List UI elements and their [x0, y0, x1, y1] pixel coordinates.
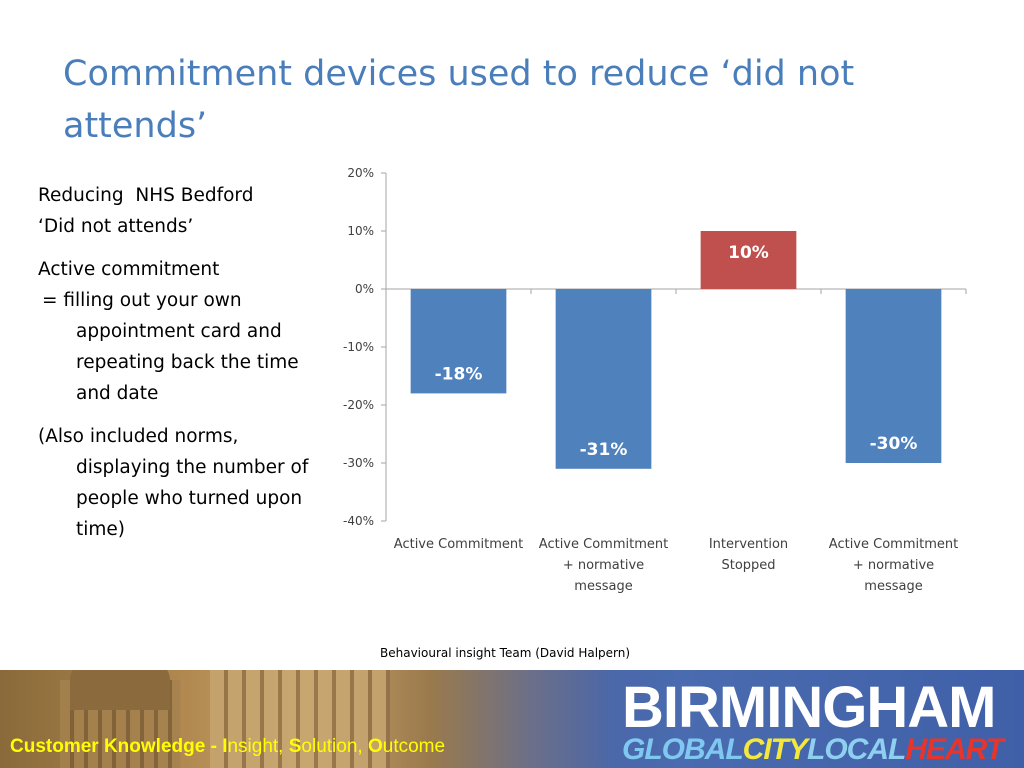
y-tick-label: 10% — [347, 224, 374, 238]
bar — [555, 289, 652, 469]
birmingham-logo: BIRMINGHAM — [622, 675, 996, 740]
data-label: -31% — [580, 440, 628, 460]
data-label: -18% — [435, 364, 483, 384]
body-line-4: = filling out your own appointment card … — [42, 290, 299, 404]
dome-image — [70, 670, 170, 710]
y-tick-label: 0% — [355, 282, 374, 296]
data-label: 10% — [728, 243, 769, 263]
x-tick-label: Active Commitment — [539, 537, 668, 552]
bar — [410, 289, 507, 394]
y-tick-label: -30% — [343, 456, 374, 470]
x-tick-label: + normative — [563, 558, 644, 573]
footer-banner: Customer Knowledge - Insight, Solution, … — [0, 670, 1024, 768]
x-tick-label: Intervention — [709, 537, 788, 552]
body-line-3: Active commitment — [38, 259, 220, 280]
body-line-2: ‘Did not attends’ — [38, 216, 194, 237]
bar-chart: 20% 10% 0% -10% -20% -30% -40% -18% Active Commi… — [343, 166, 967, 594]
x-tick-label: Active Commitment — [829, 537, 958, 552]
y-tick-label: -20% — [343, 398, 374, 412]
body-line-1: Reducing NHS Bedford — [38, 185, 254, 206]
y-tick-label: 20% — [347, 166, 374, 180]
x-tick-label: message — [574, 579, 632, 594]
bar — [845, 289, 942, 463]
body-line-5: (Also included norms, displaying the num… — [38, 426, 309, 540]
data-label: -30% — [870, 434, 918, 454]
y-tick-label: -10% — [343, 340, 374, 354]
y-tick-label: -40% — [343, 514, 374, 528]
slide-title: Commitment devices used to reduce ‘did n… — [63, 54, 855, 146]
footer-tagline: Customer Knowledge - Insight, Solution, … — [10, 736, 446, 757]
birmingham-logo-subtitle: GLOBALCITYLOCALHEART — [622, 733, 1004, 766]
x-tick-label: Stopped — [721, 558, 775, 573]
source-citation: Behavioural insight Team (David Halpern) — [380, 646, 631, 660]
x-tick-label: message — [864, 579, 922, 594]
body-text: Reducing NHS Bedford ‘Did not attends’ A… — [38, 180, 328, 545]
logo-panel — [600, 670, 1024, 768]
x-tick-label: + normative — [853, 558, 934, 573]
x-tick-label: Active Commitment — [394, 537, 523, 552]
bar — [700, 231, 797, 289]
building-image — [210, 670, 390, 768]
